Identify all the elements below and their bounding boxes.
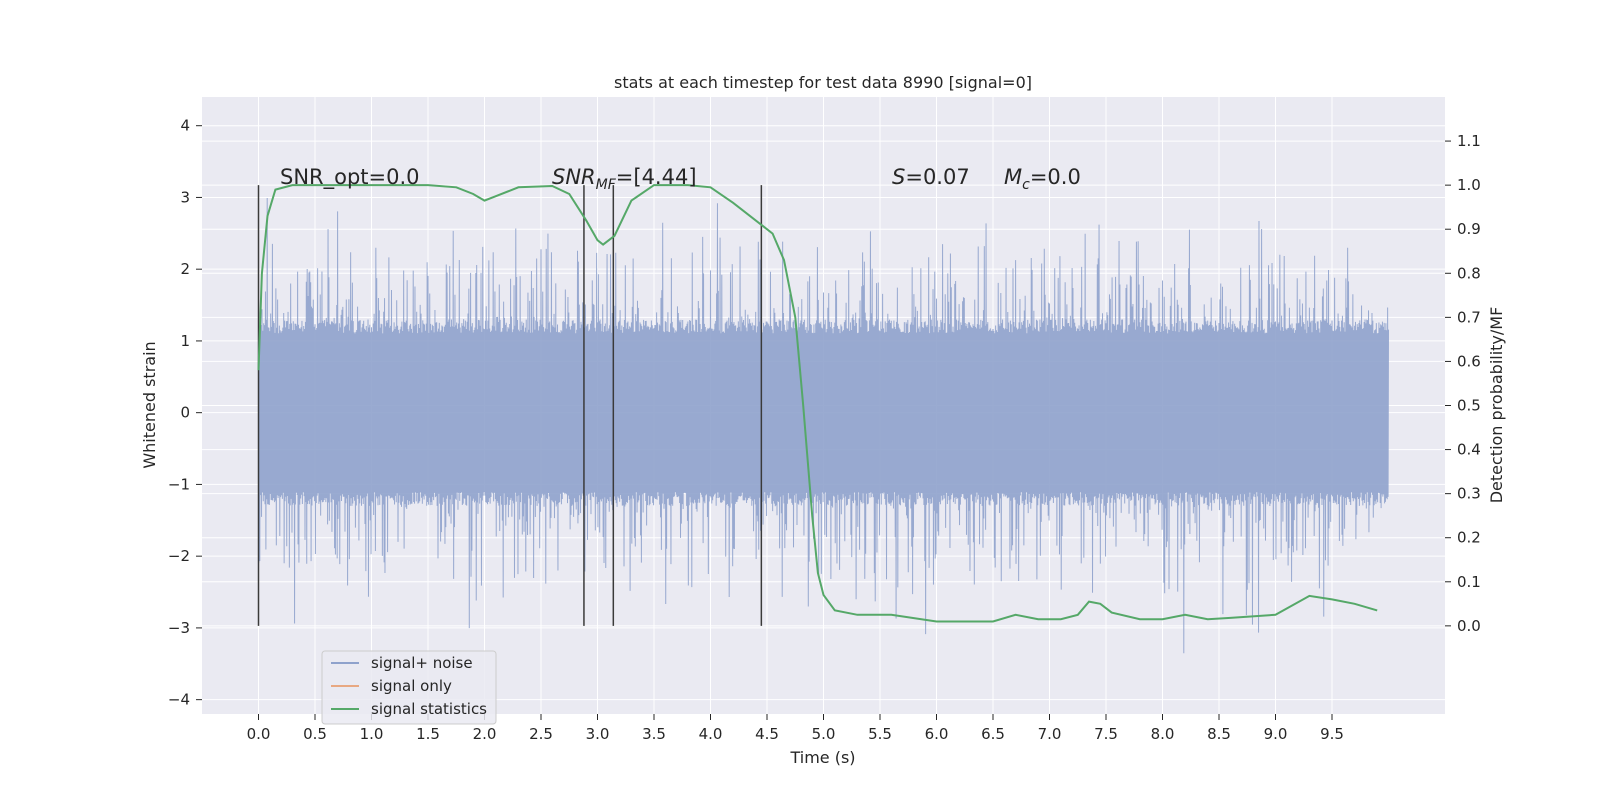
x-tick-label: 5.0	[812, 725, 836, 743]
x-tick-label: 1.0	[360, 725, 384, 743]
series-signal-statistics-line	[257, 184, 1378, 623]
x-tick-label: 4.5	[755, 725, 779, 743]
y-left-tick-label: −4	[168, 691, 190, 709]
x-tick-label: 7.0	[1038, 725, 1062, 743]
x-tick-label: 0.5	[303, 725, 327, 743]
chart-title: stats at each timestep for test data 899…	[614, 73, 1032, 92]
y-right-tick-label: 1.1	[1457, 132, 1481, 150]
x-tick-label: 1.5	[416, 725, 440, 743]
y-left-axis-label: Whitened strain	[140, 341, 159, 468]
y-left-tick-label: 4	[180, 117, 190, 135]
y-right-tick-label: 1.0	[1457, 176, 1481, 194]
y-right-tick-label: 0.1	[1457, 573, 1481, 591]
annotation-snr-mf-sub: MF	[596, 177, 617, 193]
x-tick-label: 3.0	[586, 725, 610, 743]
y-right-tick-label: 0.6	[1457, 352, 1481, 370]
annotation-mc-value: =0.0	[1030, 165, 1081, 189]
x-tick-label: 4.0	[699, 725, 723, 743]
x-tick-label: 6.0	[925, 725, 949, 743]
y-left-tick-label: −3	[168, 619, 190, 637]
legend: signal+ noise signal only signal statist…	[321, 650, 497, 725]
x-tick-label: 5.5	[868, 725, 892, 743]
signal-noise-trace	[258, 198, 1389, 654]
x-tick-label: 3.5	[642, 725, 666, 743]
y-right-tick-label: 0.8	[1457, 264, 1481, 282]
y-left-tick-label: −1	[168, 475, 190, 493]
x-tick-label: 7.5	[1094, 725, 1118, 743]
y-left-tick-label: 3	[180, 188, 190, 206]
annotation-s: S=0.07	[892, 165, 970, 189]
legend-label-signal-noise: signal+ noise	[371, 654, 473, 672]
y-right-tick-label: 0.9	[1457, 220, 1481, 238]
x-tick-label: 8.0	[1151, 725, 1175, 743]
x-tick-label: 6.5	[981, 725, 1005, 743]
legend-label-signal-statistics: signal statistics	[371, 700, 487, 718]
vertical-markers	[257, 185, 763, 626]
y-left-tick-label: −2	[168, 547, 190, 565]
annotation-snr-mf: SNRMF=[4.44]	[552, 165, 697, 193]
y-left-tick-label: 2	[180, 260, 190, 278]
x-tick-label: 2.0	[473, 725, 497, 743]
x-tick-label: 2.5	[529, 725, 553, 743]
annotation-snr-mf-main: SNR	[552, 165, 596, 189]
y-right-axis-label: Detection probability/MF	[1487, 307, 1506, 504]
x-tick-label: 9.5	[1320, 725, 1344, 743]
y-right-tick-label: 0.5	[1457, 397, 1481, 415]
y-right-tick-label: 0.7	[1457, 308, 1481, 326]
annotation-s-var: S	[892, 165, 905, 189]
legend-box	[321, 650, 497, 725]
series-signal-noise	[258, 198, 1389, 654]
y-right-tick-label: 0.2	[1457, 529, 1481, 547]
x-axis-label: Time (s)	[789, 748, 855, 767]
annotation-mc: Mc=0.0	[1004, 165, 1081, 193]
annotation-snr-opt: SNR_opt=0.0	[280, 165, 420, 190]
legend-label-signal-only: signal only	[371, 677, 452, 695]
annotation-s-value: =0.07	[905, 165, 969, 189]
annotation-mc-sub: c	[1022, 177, 1030, 193]
y-left-tick-label: 1	[180, 332, 190, 350]
annotation-snr-mf-value: =[4.44]	[616, 165, 697, 189]
x-tick-label: 8.5	[1207, 725, 1231, 743]
y-right-tick-label: 0.0	[1457, 617, 1481, 635]
y-left-axis-ticks: 4 3 2 1 0 −1 −2 −3 −4	[168, 117, 202, 709]
y-right-tick-label: 0.3	[1457, 485, 1481, 503]
x-tick-label: 9.0	[1264, 725, 1288, 743]
y-right-tick-label: 0.4	[1457, 441, 1481, 459]
annotation-mc-var: M	[1004, 165, 1022, 189]
y-right-axis-ticks: 1.1 1.0 0.9 0.8 0.7 0.6 0.5 0.4 0.3 0.2 0.1 0.0	[1445, 132, 1481, 635]
x-tick-label: 0.0	[247, 725, 271, 743]
y-left-tick-label: 0	[180, 404, 190, 422]
x-axis-ticks: 0.0 0.5 1.0 1.5 2.0 2.5 3.0 3.5 4.0 4.5 5.0 5.5 6.0 6…	[247, 714, 1344, 743]
